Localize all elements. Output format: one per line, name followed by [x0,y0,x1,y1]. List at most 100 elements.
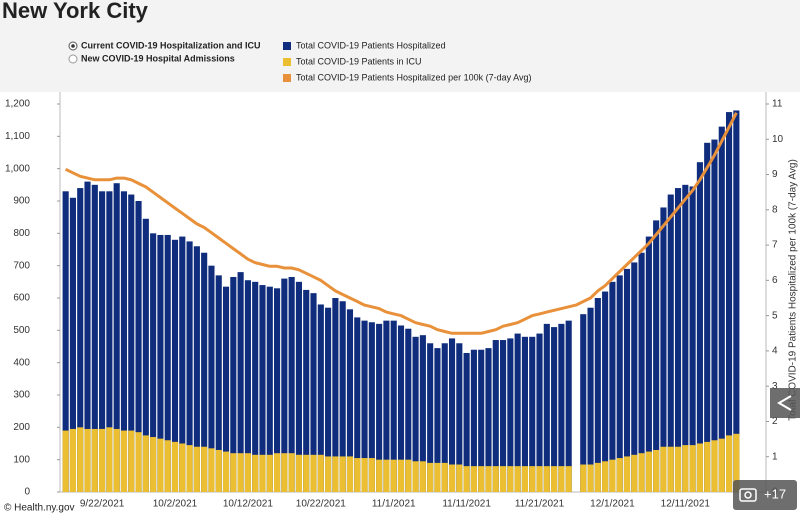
bar [667,194,674,493]
x-tick-label: 12/1/2021 [590,499,635,510]
bar [405,459,412,492]
bar [478,466,485,492]
bar [91,184,98,493]
y2-tick-label: 9 [772,169,778,180]
bar [208,448,215,492]
header-bg [0,0,800,92]
bar [500,340,507,492]
bar [325,307,332,492]
bar [288,453,295,492]
bar [62,430,69,492]
bar [521,466,528,492]
bar [274,453,281,492]
bar [427,462,434,492]
bar [587,307,594,492]
bar [179,236,186,492]
y2-tick-label: 6 [772,275,778,286]
bar [638,252,645,492]
photo-badge[interactable] [733,480,797,510]
bar [113,428,120,492]
bar [616,275,623,492]
bar [602,291,609,492]
y2-tick-label: 4 [772,346,778,357]
bar [339,456,346,492]
bar [623,456,631,492]
share-button[interactable] [770,388,800,418]
bar [295,281,302,492]
bar [266,454,273,492]
radio[interactable] [68,54,78,64]
bar [288,276,295,492]
bar [485,466,492,492]
bar [412,336,419,492]
bar [558,323,565,492]
bar [551,327,558,492]
bar [361,458,368,492]
bar [616,458,623,492]
y2-tick-label: 5 [772,310,778,321]
bar [682,184,689,493]
bar [135,432,142,492]
bar [711,440,718,492]
bar [594,462,601,492]
bar [120,430,128,492]
bar [682,445,689,492]
bar [259,454,266,492]
y-tick-label: 500 [13,325,30,336]
bar [201,252,208,492]
bar [733,110,740,492]
radio-dot [71,44,75,48]
bar [376,459,383,492]
bar [609,281,616,492]
legend-label: Total COVID-19 Patients Hospitalized per… [296,72,531,82]
bar [434,462,441,492]
bar [186,445,193,492]
bar [602,461,609,492]
x-tick-label: 11/1/2021 [372,499,416,510]
y-tick-label: 800 [13,228,30,239]
bar [157,438,164,492]
bar [230,276,237,492]
bar [346,309,354,492]
bar [91,428,98,492]
bar [84,428,91,492]
bar [171,441,179,492]
y-tick-label: 1,000 [5,163,30,174]
bar [594,298,601,492]
bar [317,304,324,492]
bar [718,438,725,492]
y2-tick-label: 10 [772,134,784,145]
radio-label[interactable]: New COVID-19 Hospital Admissions [81,53,235,63]
bar [492,340,499,492]
bar [521,336,528,492]
bar [193,446,200,492]
bar [368,322,375,492]
bar [303,454,310,492]
y-tick-label: 400 [13,357,30,368]
bar [244,280,251,492]
bar [492,466,499,492]
bar [631,454,638,492]
bar [507,338,514,492]
bar [230,453,237,492]
bar [106,191,113,493]
bar [696,443,703,492]
bar [470,466,477,492]
photo-count: +17 [764,486,786,501]
bar [419,461,426,492]
bar [376,323,383,492]
bar [157,234,164,492]
bar [99,428,106,492]
y2-tick-label: 8 [772,204,778,215]
bar [696,162,703,492]
bar [565,320,572,492]
radio-label[interactable]: Current COVID-19 Hospitalization and ICU [81,40,261,50]
y2-tick-label: 11 [772,99,783,110]
bar [463,352,470,492]
legend-label: Total COVID-19 Patients in ICU [296,56,422,66]
bar [222,451,230,492]
bar [128,430,135,492]
x-tick-label: 9/22/2021 [80,499,125,510]
bar [113,183,120,492]
y-tick-label: 100 [13,454,30,465]
